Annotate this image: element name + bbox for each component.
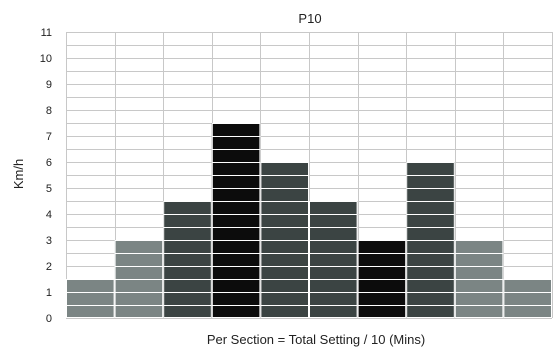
y-tick-label: 0 xyxy=(46,313,52,325)
bar-1 xyxy=(66,279,115,318)
y-tick-label: 5 xyxy=(46,183,52,195)
y-tick-label: 11 xyxy=(41,27,52,39)
bar-outline xyxy=(503,279,552,318)
bar-10 xyxy=(503,279,552,318)
bar-6 xyxy=(309,201,358,318)
bar-outline xyxy=(309,201,358,318)
bar-3 xyxy=(163,201,212,318)
y-axis-label: Km/h xyxy=(11,159,26,189)
y-tick-label: 7 xyxy=(46,131,52,143)
y-tick-label: 8 xyxy=(46,105,52,117)
y-tick-label: 6 xyxy=(46,157,52,169)
y-tick-label: 2 xyxy=(46,261,52,273)
y-tick-label: 10 xyxy=(40,53,52,65)
bar-4 xyxy=(211,123,261,318)
bar-outline xyxy=(260,162,309,318)
bar-outline xyxy=(114,240,164,318)
chart-title: P10 xyxy=(298,11,321,26)
bar-outline xyxy=(454,240,504,318)
bars-layer xyxy=(66,123,552,318)
y-tick-label: 3 xyxy=(46,235,52,247)
bar-outline xyxy=(163,201,212,318)
y-tick-label: 9 xyxy=(46,79,52,91)
bar-outline xyxy=(66,279,115,318)
x-axis-label: Per Section = Total Setting / 10 (Mins) xyxy=(207,332,425,347)
bar-outline xyxy=(357,240,407,318)
y-tick-label: 1 xyxy=(46,287,52,299)
y-tick-label: 4 xyxy=(46,209,52,221)
bar-outline xyxy=(406,162,455,318)
y-tick-labels: 0 1 2 3 4 5 6 7 8 9 10 11 xyxy=(40,27,52,325)
bar-outline xyxy=(211,123,261,318)
